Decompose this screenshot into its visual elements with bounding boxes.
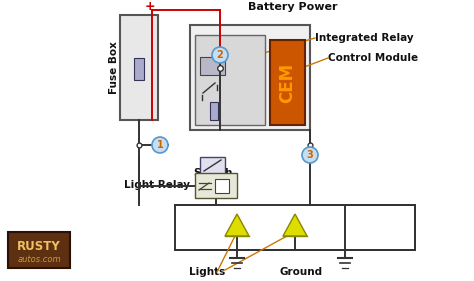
Bar: [215, 179, 229, 193]
Bar: [210, 102, 218, 120]
Circle shape: [302, 147, 318, 163]
Text: Battery Power: Battery Power: [248, 2, 337, 12]
Bar: [270, 40, 305, 125]
Text: Integrated Relay: Integrated Relay: [315, 33, 414, 43]
Circle shape: [152, 137, 168, 153]
Text: 1: 1: [156, 140, 164, 150]
Text: CEM: CEM: [279, 62, 297, 103]
Bar: [175, 205, 415, 250]
Text: RUSTY: RUSTY: [17, 239, 61, 253]
Text: 3: 3: [307, 150, 313, 160]
Bar: [120, 15, 158, 120]
Text: Fuse Box: Fuse Box: [109, 41, 119, 94]
Text: 2: 2: [217, 50, 223, 60]
Bar: [200, 157, 225, 174]
Text: Control Module: Control Module: [328, 53, 418, 63]
Text: Light Relay: Light Relay: [124, 180, 190, 191]
Text: autos.com: autos.com: [17, 255, 61, 264]
Bar: [190, 25, 310, 130]
Bar: [195, 173, 237, 198]
Text: +: +: [145, 0, 155, 12]
Bar: [134, 58, 144, 80]
Polygon shape: [283, 214, 307, 236]
Bar: [8, 232, 70, 268]
Bar: [200, 57, 225, 75]
Circle shape: [212, 47, 228, 63]
Text: Ground: Ground: [280, 267, 323, 277]
Text: Lights: Lights: [189, 267, 225, 277]
Polygon shape: [225, 214, 249, 236]
Bar: [195, 35, 265, 125]
Text: Switch: Switch: [193, 168, 232, 178]
